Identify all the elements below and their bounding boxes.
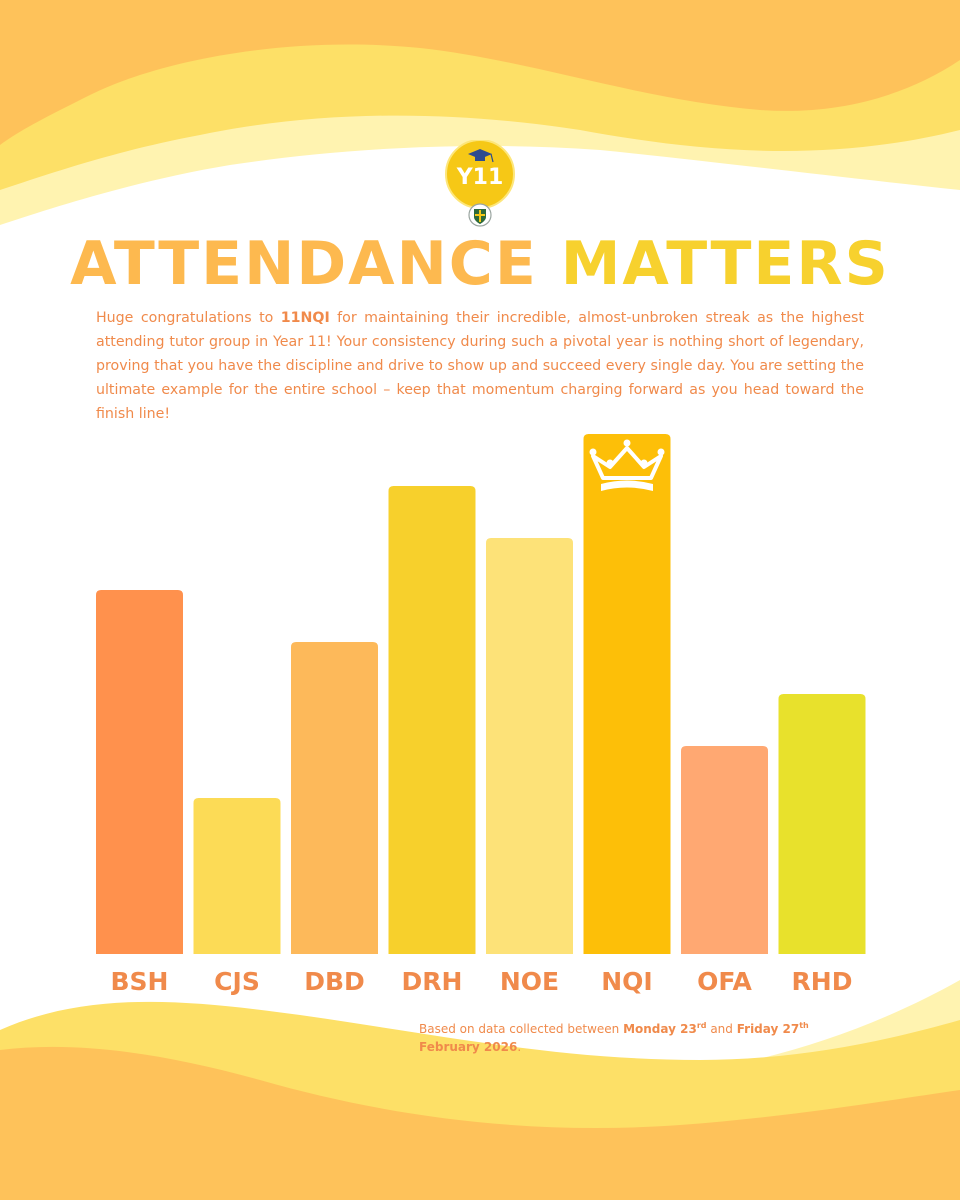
title-attendance: ATTENDANCE <box>70 229 538 299</box>
footnote-start-day: Monday 23 <box>623 1022 697 1036</box>
bar-bsh <box>96 590 183 954</box>
x-tick-label-nqi: NQI <box>601 967 652 996</box>
bottom-wave-decoration <box>0 980 960 1200</box>
bar-rhd <box>778 694 866 954</box>
footnote-end-month: February 2026 <box>419 1040 518 1054</box>
footnote-prefix: Based on data collected between <box>419 1022 624 1036</box>
x-tick-label-ofa: OFA <box>697 967 752 996</box>
attendance-bar-chart: BSH CJS DBD DRH NOE NQI OFA RHD <box>96 434 866 996</box>
intro-text-before: Huge congratulations to <box>96 310 281 326</box>
bar-dbd <box>291 642 378 954</box>
bar-drh <box>388 486 476 954</box>
top-wave-decoration <box>0 0 960 225</box>
crown-icon <box>589 439 665 491</box>
school-crest-icon <box>468 203 492 227</box>
x-tick-label-noe: NOE <box>500 967 559 996</box>
bar-nqi <box>583 434 671 954</box>
logo-badge-text: Y11 <box>456 165 504 190</box>
bar-noe <box>486 538 573 954</box>
x-tick-label-cjs: CJS <box>214 967 260 996</box>
year-11-logo: Y11 <box>445 140 515 227</box>
intro-highlight-group: 11NQI <box>280 310 330 326</box>
intro-text-after: for maintaining their incredible, almost… <box>96 310 864 422</box>
footnote-suffix: . <box>517 1040 522 1054</box>
footnote-middle: and <box>706 1022 737 1036</box>
footnote-end-day: Friday 27 <box>736 1022 800 1036</box>
title-matters: MATTERS <box>560 229 890 299</box>
bar-ofa <box>681 746 768 954</box>
footnote-start-suffix: rd <box>696 1021 707 1030</box>
footnote-end-suffix: th <box>799 1021 809 1030</box>
x-tick-label-bsh: BSH <box>111 967 169 996</box>
x-tick-label-rhd: RHD <box>792 967 853 996</box>
x-tick-label-drh: DRH <box>402 967 463 996</box>
page-title: ATTENDANCE MATTERS <box>0 226 960 302</box>
bar-cjs <box>193 798 281 954</box>
graduation-cap-icon <box>468 149 494 163</box>
intro-paragraph: Huge congratulations to 11NQI for mainta… <box>96 306 864 426</box>
x-tick-label-dbd: DBD <box>304 967 365 996</box>
data-footnote: Based on data collected between Monday 2… <box>419 1017 859 1056</box>
